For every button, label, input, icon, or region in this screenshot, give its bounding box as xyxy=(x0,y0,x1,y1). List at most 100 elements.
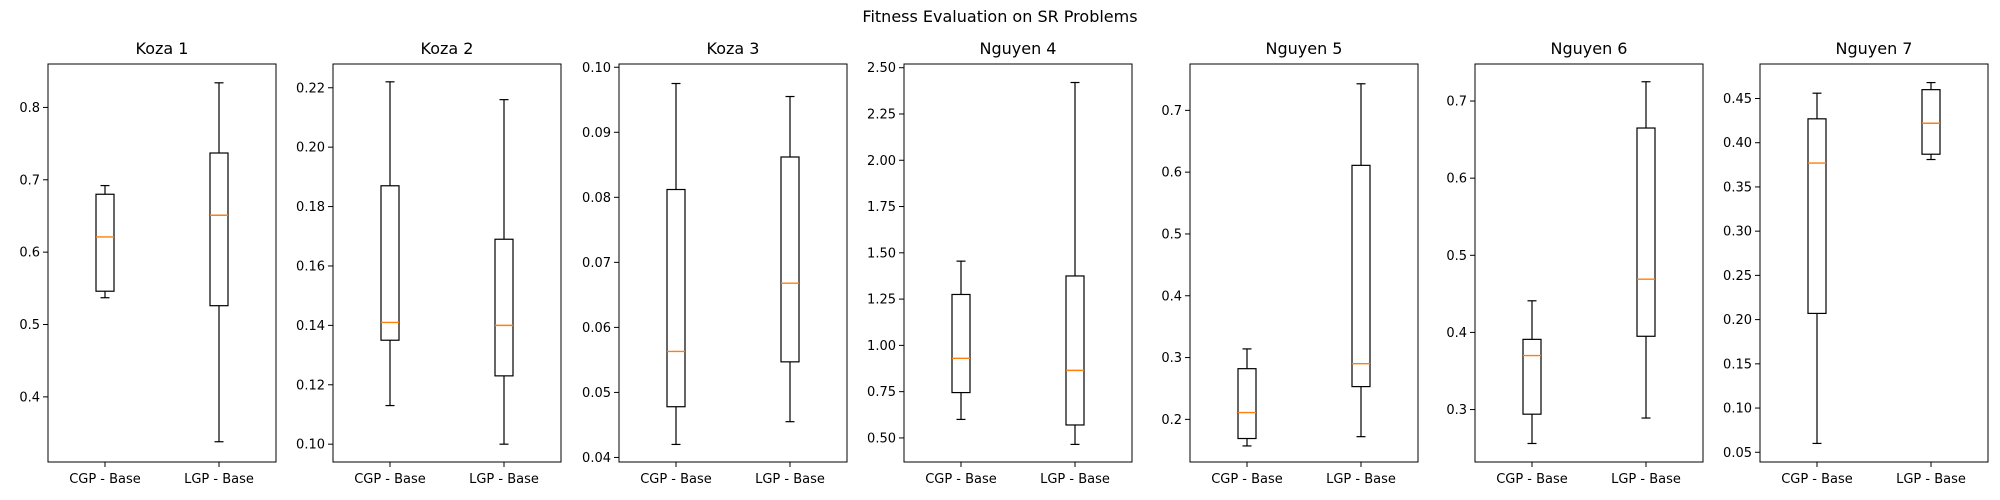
xtick-label: CGP - Base xyxy=(925,472,997,487)
xtick-label: CGP - Base xyxy=(640,472,712,487)
panel-title: Nguyen 6 xyxy=(1551,39,1628,58)
ytick-label: 0.10 xyxy=(582,61,611,76)
iqr-box xyxy=(780,156,800,363)
panel-title: Koza 1 xyxy=(136,39,189,58)
iqr-box xyxy=(951,293,971,394)
ytick-label: 0.12 xyxy=(296,378,325,393)
ytick-label: 0.5 xyxy=(19,318,40,333)
xtick-label: LGP - Base xyxy=(1611,472,1681,487)
ytick-label: 1.75 xyxy=(867,200,896,215)
ytick-label: 0.18 xyxy=(296,200,325,215)
ytick-label: 0.45 xyxy=(1723,92,1752,107)
ytick-label: 0.6 xyxy=(19,246,40,261)
ytick-label: 0.10 xyxy=(296,438,325,453)
xtick-label: CGP - Base xyxy=(69,472,141,487)
axes-frame xyxy=(1189,63,1419,463)
iqr-box xyxy=(494,238,514,377)
iqr-box xyxy=(1636,127,1656,337)
xtick-label: LGP - Base xyxy=(1326,472,1396,487)
ytick-label: 0.10 xyxy=(1723,402,1752,417)
ytick-label: 0.05 xyxy=(1723,446,1752,461)
ytick-label: 0.8 xyxy=(19,101,40,116)
panel-title: Nguyen 5 xyxy=(1266,39,1343,58)
ytick-label: 0.20 xyxy=(1723,313,1752,328)
ytick-label: 0.3 xyxy=(1161,351,1182,366)
axes-frame xyxy=(903,63,1133,463)
iqr-box xyxy=(1237,368,1257,440)
panel-4: Nguyen 5 0.2 0.3 0.4 0.5 0.6 0.7 CGP - Base LGP … xyxy=(1161,39,1419,487)
iqr-box xyxy=(1921,89,1941,155)
xtick-label: CGP - Base xyxy=(1211,472,1283,487)
panel-3: Nguyen 4 0.50 0.75 1.00 1.25 1.50 1.75 2.00 2.25… xyxy=(867,39,1133,487)
ytick-label: 0.30 xyxy=(1723,225,1752,240)
ytick-label: 0.50 xyxy=(867,431,896,446)
ytick-label: 0.22 xyxy=(296,81,325,96)
xtick-label: LGP - Base xyxy=(469,472,539,487)
ytick-label: 0.25 xyxy=(1723,269,1752,284)
axes-frame xyxy=(1474,63,1704,463)
panel-title: Koza 2 xyxy=(421,39,474,58)
panel-5: Nguyen 6 0.3 0.4 0.5 0.6 0.7 CGP - Base LGP - B… xyxy=(1446,39,1704,487)
ytick-label: 2.50 xyxy=(867,61,896,76)
ytick-label: 0.4 xyxy=(1161,289,1182,304)
ytick-label: 0.2 xyxy=(1161,413,1182,428)
panel-6: Nguyen 7 0.05 0.10 0.15 0.20 0.25 0.30 0.35 0.40… xyxy=(1723,39,1989,487)
ytick-label: 0.15 xyxy=(1723,357,1752,372)
ytick-label: 0.7 xyxy=(1446,95,1467,110)
ytick-label: 1.50 xyxy=(867,246,896,261)
ytick-label: 0.16 xyxy=(296,259,325,274)
ytick-label: 0.4 xyxy=(19,390,40,405)
ytick-label: 0.06 xyxy=(582,321,611,336)
axes-frame xyxy=(332,63,562,463)
ytick-label: 0.14 xyxy=(296,319,325,334)
figure-title: Fitness Evaluation on SR Problems xyxy=(862,7,1137,26)
ytick-label: 0.07 xyxy=(582,256,611,271)
xtick-label: LGP - Base xyxy=(184,472,254,487)
ytick-label: 0.6 xyxy=(1446,172,1467,187)
axes-frame xyxy=(47,63,277,463)
iqr-box xyxy=(209,152,229,307)
ytick-label: 1.25 xyxy=(867,293,896,308)
ytick-label: 0.7 xyxy=(1161,104,1182,119)
xtick-label: CGP - Base xyxy=(1496,472,1568,487)
ytick-label: 0.20 xyxy=(296,141,325,156)
ytick-label: 0.4 xyxy=(1446,326,1467,341)
ytick-label: 0.3 xyxy=(1446,403,1467,418)
ytick-label: 2.00 xyxy=(867,154,896,169)
ytick-label: 0.40 xyxy=(1723,136,1752,151)
ytick-label: 0.04 xyxy=(582,451,611,466)
iqr-box xyxy=(1807,118,1827,315)
ytick-label: 0.05 xyxy=(582,386,611,401)
panel-0: Koza 1 0.4 0.5 0.6 0.7 0.8 CGP - Base LGP - Bas… xyxy=(19,39,277,487)
ytick-label: 0.5 xyxy=(1161,227,1182,242)
axes-frame xyxy=(618,63,848,463)
iqr-box xyxy=(1065,275,1085,426)
xtick-label: CGP - Base xyxy=(354,472,426,487)
ytick-label: 0.08 xyxy=(582,191,611,206)
xtick-label: LGP - Base xyxy=(755,472,825,487)
panel-title: Nguyen 4 xyxy=(980,39,1057,58)
ytick-label: 2.25 xyxy=(867,107,896,122)
xtick-label: LGP - Base xyxy=(1896,472,1966,487)
ytick-label: 0.35 xyxy=(1723,180,1752,195)
panel-title: Nguyen 7 xyxy=(1836,39,1913,58)
panel-1: Koza 2 0.10 0.12 0.14 0.16 0.18 0.20 0.22 CGP - … xyxy=(296,39,562,487)
axes-frame xyxy=(1759,63,1989,463)
ytick-label: 0.5 xyxy=(1446,249,1467,264)
ytick-label: 0.09 xyxy=(582,126,611,141)
ytick-label: 0.7 xyxy=(19,173,40,188)
ytick-label: 0.6 xyxy=(1161,166,1182,181)
panel-2: Koza 3 0.04 0.05 0.06 0.07 0.08 0.09 0.10 CGP - … xyxy=(582,39,848,487)
xtick-label: CGP - Base xyxy=(1781,472,1853,487)
ytick-label: 0.75 xyxy=(867,385,896,400)
iqr-box xyxy=(666,188,686,408)
xtick-label: LGP - Base xyxy=(1040,472,1110,487)
iqr-box xyxy=(1351,164,1371,388)
ytick-label: 1.00 xyxy=(867,339,896,354)
iqr-box xyxy=(380,185,400,341)
iqr-box xyxy=(1522,338,1542,415)
panel-title: Koza 3 xyxy=(707,39,760,58)
iqr-box xyxy=(95,193,115,292)
